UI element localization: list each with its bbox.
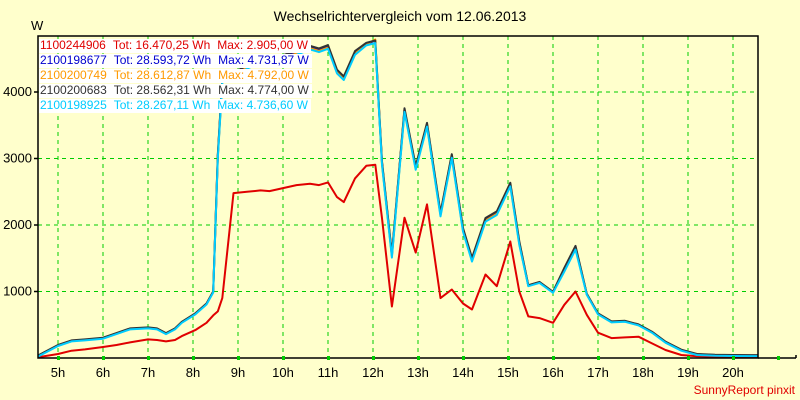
legend-series-id: 1100244906 — [40, 38, 106, 52]
svg-text:5h: 5h — [51, 365, 65, 380]
page-title: Wechselrichtervergleich vom 12.06.2013 — [273, 8, 527, 24]
svg-text:17h: 17h — [587, 365, 609, 380]
svg-text:14h: 14h — [452, 365, 474, 380]
legend-total: Tot: 16.470,25 Wh — [112, 38, 211, 52]
legend-total: Tot: 28.562,31 Wh — [113, 83, 212, 97]
legend-total: Tot: 28.593,72 Wh — [113, 53, 212, 67]
svg-text:9h: 9h — [231, 365, 245, 380]
legend: 1100244906 Tot: 16.470,25 Wh Max: 2.905,00… — [39, 39, 312, 113]
legend-max: Max: 4.774,00 W — [218, 83, 309, 97]
legend-max: Max: 4.731,87 W — [218, 53, 309, 67]
svg-text:7h: 7h — [141, 365, 155, 380]
legend-total: Tot: 28.612,87 Wh — [113, 68, 212, 82]
svg-text:19h: 19h — [677, 365, 699, 380]
svg-text:1000: 1000 — [3, 284, 32, 299]
svg-text:12h: 12h — [362, 365, 384, 380]
legend-series-id: 2100198925 — [40, 98, 107, 112]
svg-text:13h: 13h — [407, 365, 429, 380]
svg-text:2000: 2000 — [3, 217, 32, 232]
svg-text:18h: 18h — [632, 365, 654, 380]
legend-row: 1100244906 Tot: 16.470,25 Wh Max: 2.905,00… — [39, 39, 311, 53]
svg-text:16h: 16h — [542, 365, 564, 380]
legend-total: Tot: 28.267,11 Wh — [113, 98, 211, 112]
y-axis-unit-label: W — [31, 18, 44, 33]
svg-text:20h: 20h — [722, 365, 744, 380]
legend-row: 2100200749 Tot: 28.612,87 Wh Max: 4.792,00… — [39, 69, 312, 83]
svg-text:11h: 11h — [318, 365, 339, 380]
legend-max: Max: 2.905,00 W — [217, 38, 308, 52]
legend-series-id: 2100200683 — [40, 83, 107, 97]
svg-text:6h: 6h — [96, 365, 110, 380]
svg-text:3000: 3000 — [3, 151, 32, 166]
legend-series-id: 2100200749 — [40, 68, 107, 82]
svg-text:15h: 15h — [497, 365, 519, 380]
legend-series-id: 2100198677 — [40, 53, 107, 67]
legend-max: Max: 4.736,60 W — [217, 98, 308, 112]
svg-text:8h: 8h — [186, 365, 200, 380]
legend-row: 2100198925 Tot: 28.267,11 Wh Max: 4.736,60… — [39, 99, 311, 113]
svg-text:4000: 4000 — [3, 84, 32, 99]
legend-row: 2100200683 Tot: 28.562,31 Wh Max: 4.774,00… — [39, 84, 312, 98]
credit-text: SunnyReport pinxit — [693, 383, 795, 397]
svg-text:10h: 10h — [272, 365, 294, 380]
legend-row: 2100198677 Tot: 28.593,72 Wh Max: 4.731,87… — [39, 54, 312, 68]
legend-max: Max: 4.792,00 W — [218, 68, 309, 82]
